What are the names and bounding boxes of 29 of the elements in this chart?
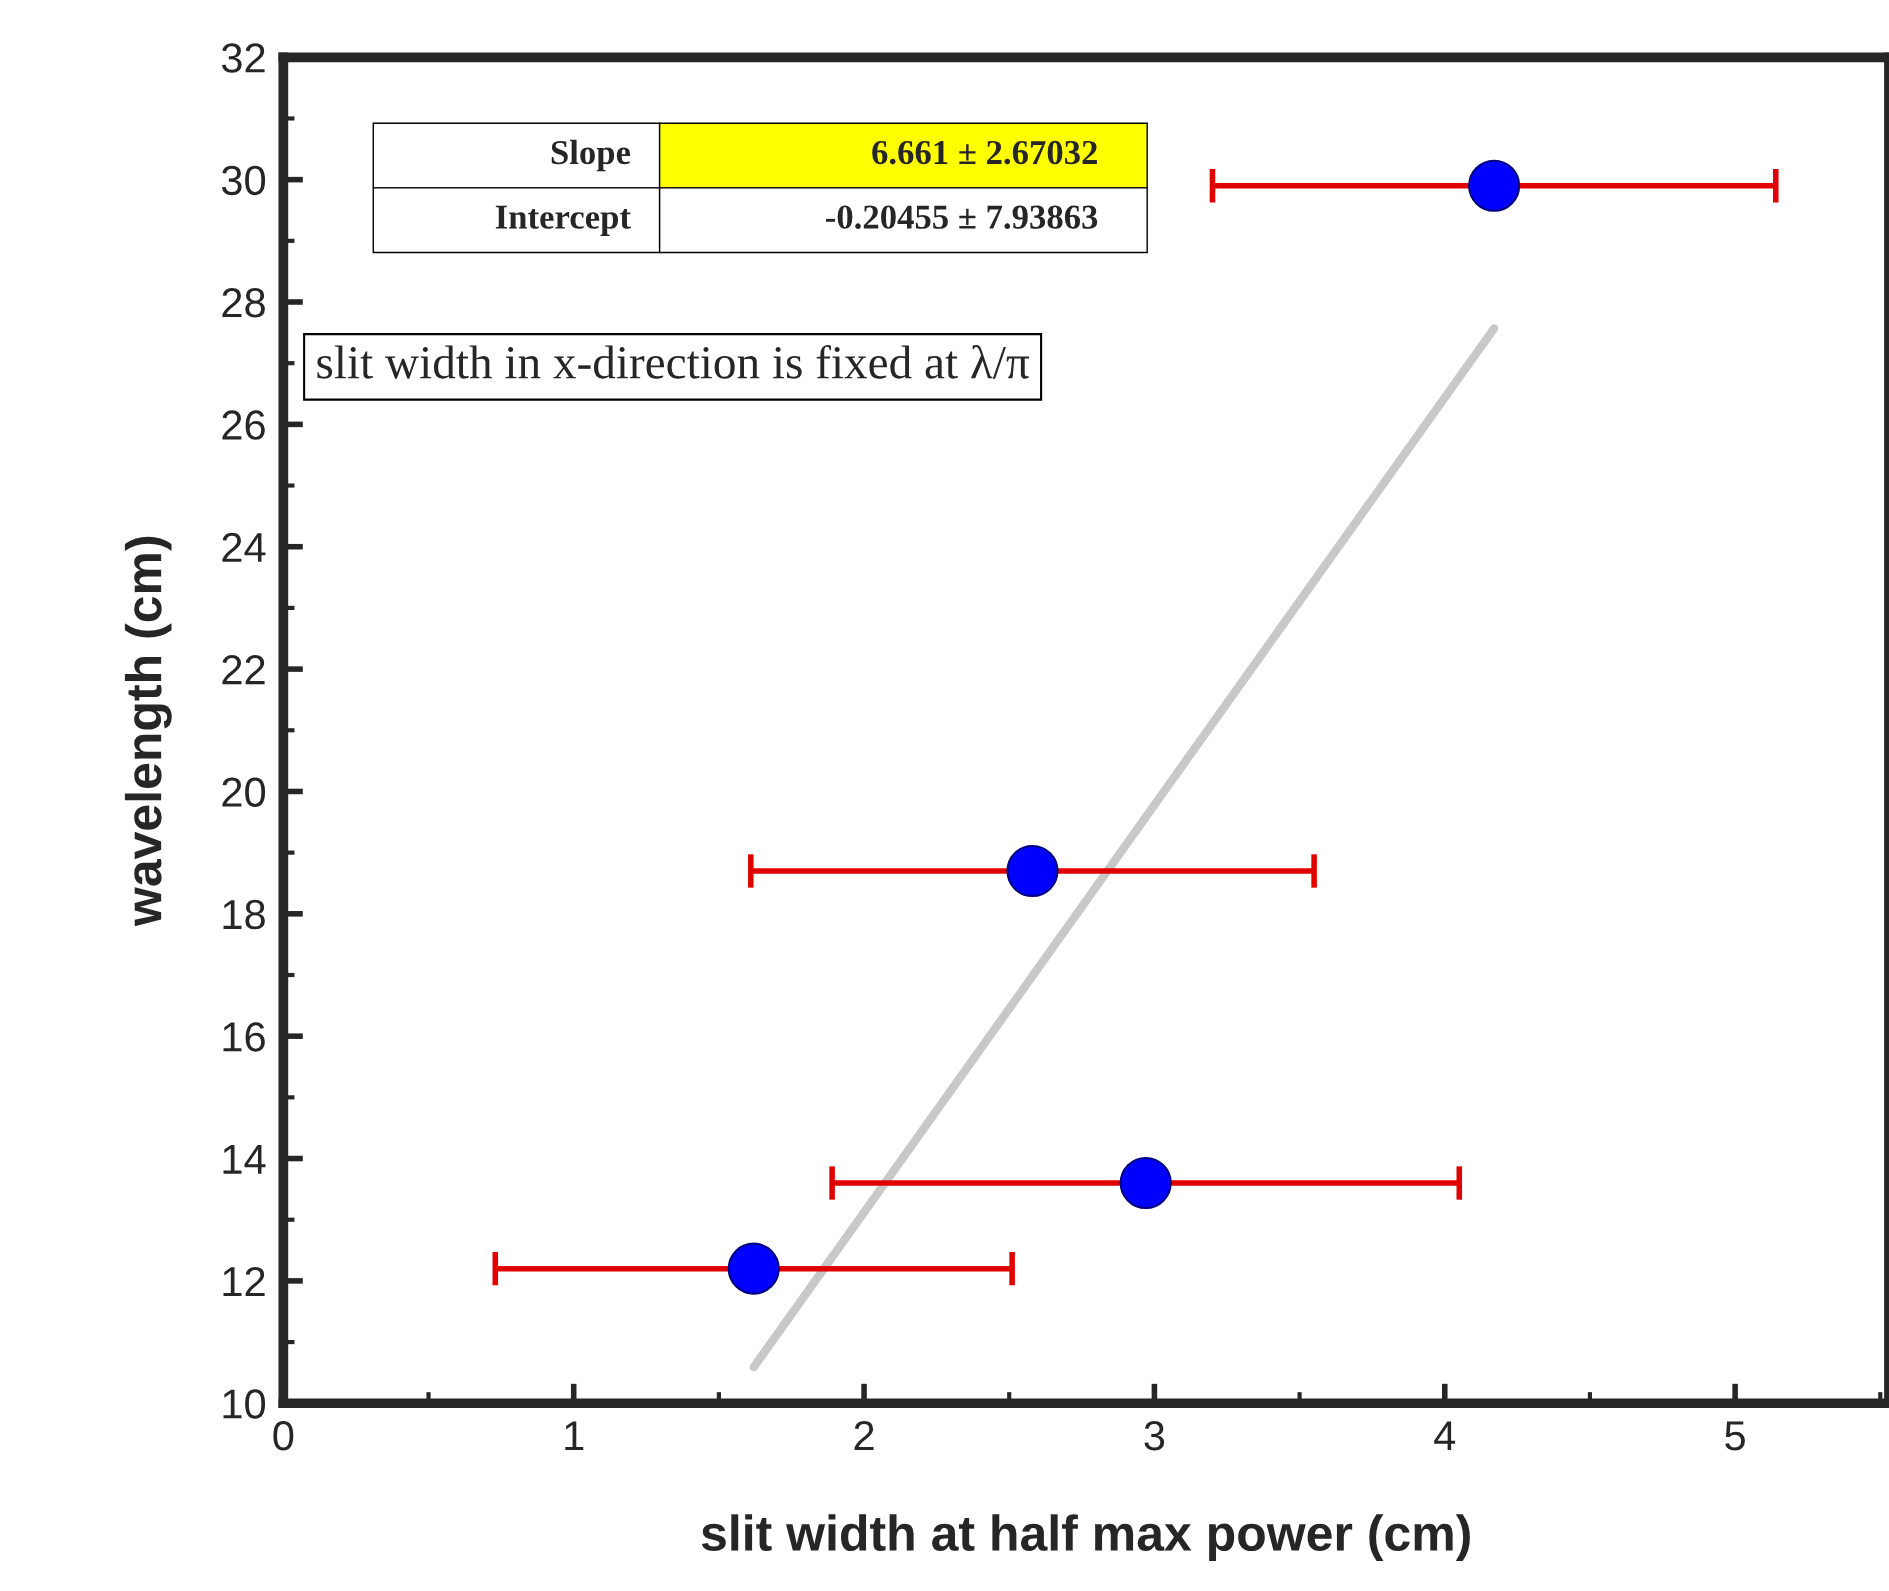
point xyxy=(1006,844,1059,898)
y-tick-label: 32 xyxy=(221,43,265,73)
y-tick-label: 22 xyxy=(222,655,265,685)
annotation: Slope xyxy=(551,139,631,172)
y-axis-title: wavelength (cm) xyxy=(124,536,172,927)
y-tick-label: 16 xyxy=(223,1022,265,1052)
x-tick-label: 1 xyxy=(565,1421,584,1451)
y-tick-label: 14 xyxy=(223,1144,266,1174)
x-tick-label: 0 xyxy=(273,1421,294,1451)
y-tick-label: 18 xyxy=(223,899,265,930)
x-tick-label: 3 xyxy=(1144,1421,1165,1451)
annotation: -0.20455 ± 7.93863 xyxy=(826,205,1098,229)
x-axis-title: slit width at half max power (cm) xyxy=(701,1514,1470,1561)
annotation: Intercept xyxy=(495,205,631,236)
x-tick-label: 2 xyxy=(854,1421,874,1451)
y-tick-label: 30 xyxy=(221,165,266,196)
x-tick-label: 5 xyxy=(1725,1421,1745,1451)
annotation: 6.661 ± 2.67032 xyxy=(872,140,1097,165)
y-tick-label: 28 xyxy=(222,288,265,318)
y-tick-label: 26 xyxy=(222,410,265,440)
y-tick-label: 12 xyxy=(223,1266,265,1296)
point xyxy=(1468,159,1521,212)
x-tick-label: 4 xyxy=(1434,1421,1456,1451)
point xyxy=(727,1242,780,1295)
y-tick-label: 24 xyxy=(222,532,266,562)
y-tick-label: 20 xyxy=(222,777,266,807)
annotation: slit width in x-direction is fixed at λ/π xyxy=(317,344,1030,379)
point xyxy=(1119,1156,1172,1210)
y-tick-label: 10 xyxy=(223,1389,266,1419)
